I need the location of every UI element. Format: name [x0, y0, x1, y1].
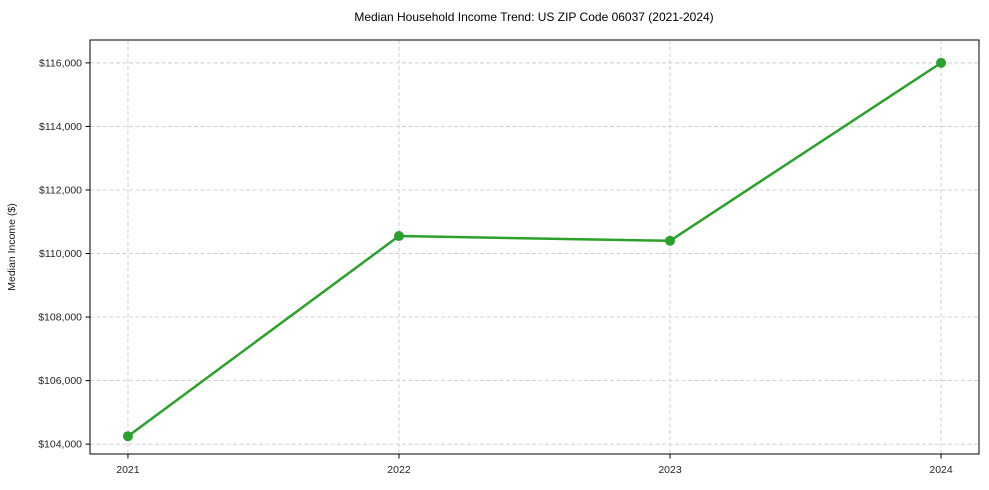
- plot-border: [89, 39, 980, 455]
- axes: [85, 39, 980, 459]
- data-point-marker: [393, 231, 404, 242]
- y-tick-label: $104,000: [38, 439, 82, 451]
- x-tick-label: 2021: [116, 464, 140, 476]
- y-tick-label: $106,000: [38, 375, 82, 387]
- y-axis-title: Median Income ($): [6, 203, 18, 291]
- data-point-marker: [936, 57, 947, 68]
- y-tick-label: $110,000: [39, 248, 82, 260]
- x-tick-label: 2024: [929, 464, 953, 476]
- y-tick-label: $108,000: [38, 312, 82, 324]
- gridlines: [90, 40, 979, 454]
- y-tick-label: $116,000: [39, 57, 82, 69]
- y-tick-label: $112,000: [39, 184, 82, 196]
- x-tick-label: 2023: [658, 464, 682, 476]
- data-point-marker: [122, 431, 133, 442]
- x-tick-label: 2022: [387, 464, 411, 476]
- data-series: [122, 57, 947, 442]
- y-tick-label: $114,000: [39, 121, 82, 133]
- series-line: [126, 61, 943, 438]
- tick-labels: $104,000 $106,000 $108,000 $110,000 $112,000…: [38, 57, 953, 476]
- data-point-marker: [665, 235, 676, 246]
- chart-title: Median Household Income Trend: US ZIP Co…: [354, 10, 713, 24]
